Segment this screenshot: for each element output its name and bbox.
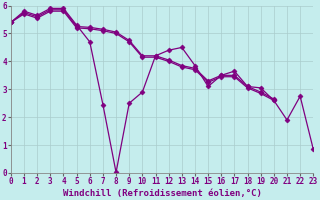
- X-axis label: Windchill (Refroidissement éolien,°C): Windchill (Refroidissement éolien,°C): [63, 189, 261, 198]
